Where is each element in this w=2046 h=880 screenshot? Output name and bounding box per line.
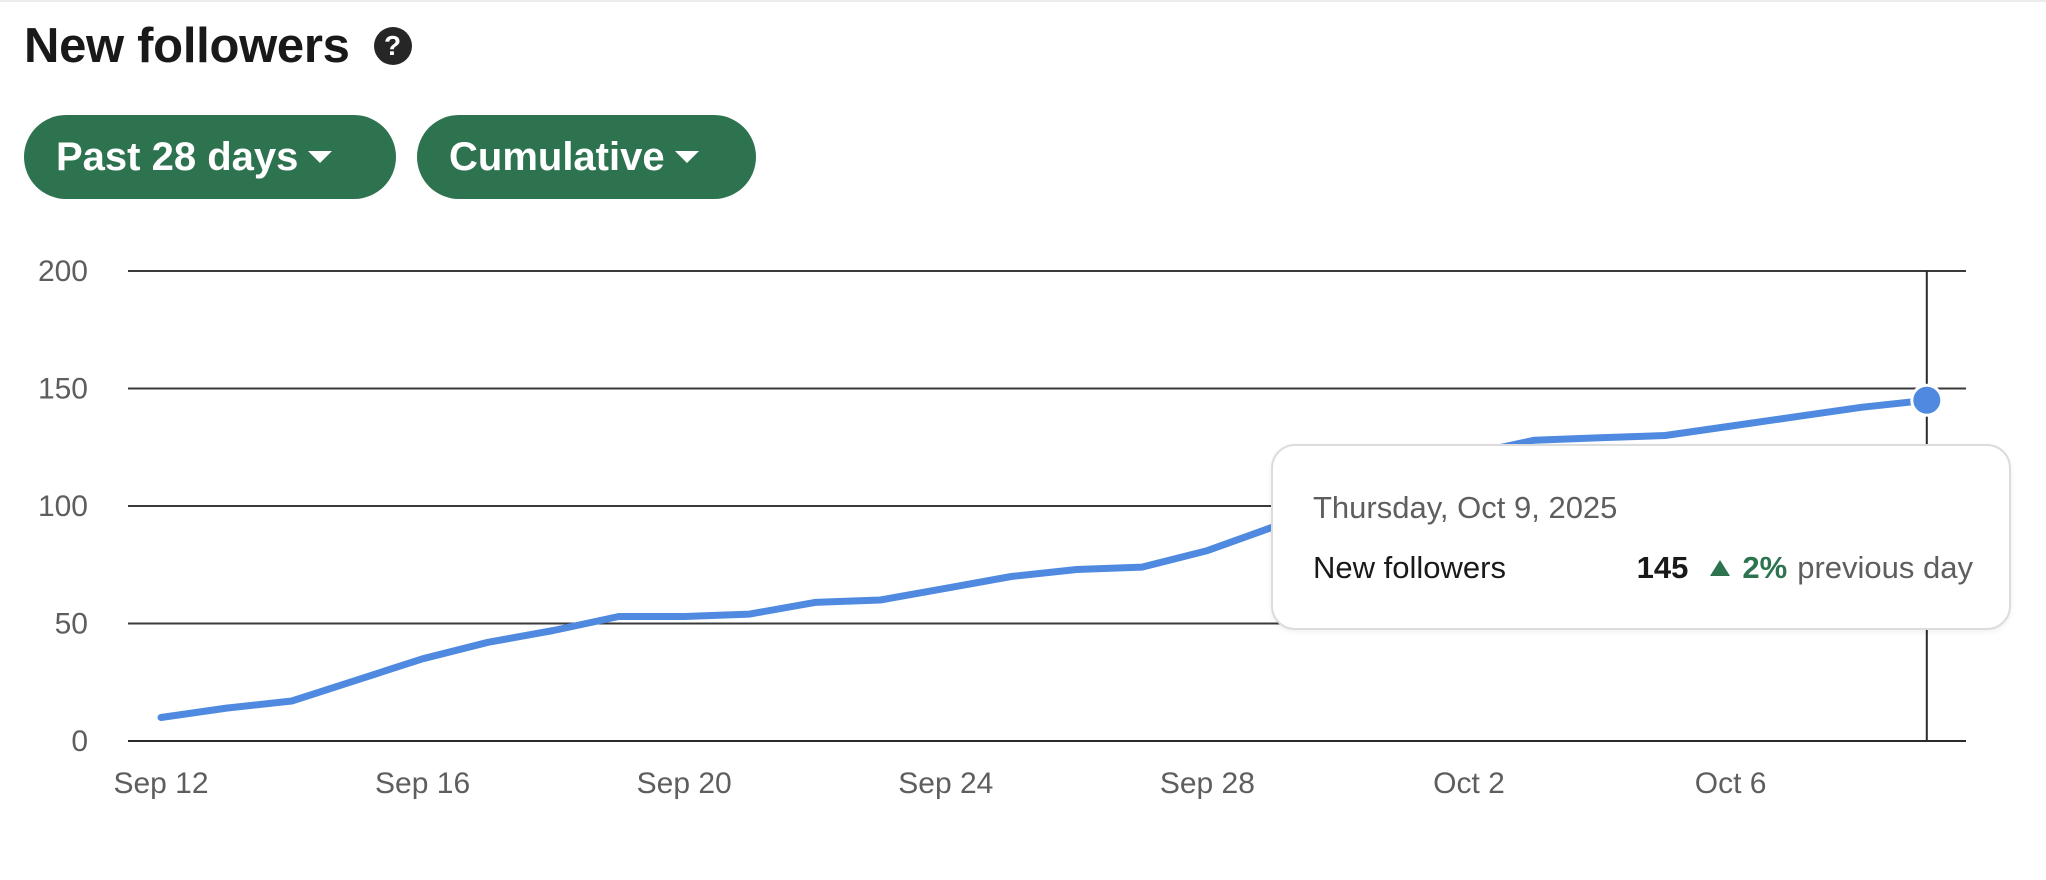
x-axis: Sep 12 Sep 16 Sep 20 Sep 24 Sep 28 Oct 2 Oct 6 <box>113 767 1766 800</box>
x-tick-label: Sep 24 <box>898 767 993 800</box>
x-tick-label: Sep 20 <box>637 767 732 800</box>
data-point-tooltip: Thursday, Oct 9, 2025 New followers 145 … <box>1271 444 2011 630</box>
x-tick-label: Sep 12 <box>113 767 208 800</box>
top-divider <box>0 0 2046 2</box>
caret-down-icon <box>308 151 333 163</box>
x-tick-label: Oct 6 <box>1695 767 1767 800</box>
y-axis: 0 50 100 150 200 <box>38 255 88 758</box>
tooltip-value: 145 <box>1636 550 1689 585</box>
tooltip-change-suffix: previous day <box>1797 550 1973 585</box>
tooltip-change-percent: 2% <box>1742 550 1788 585</box>
x-tick-label: Oct 2 <box>1433 767 1505 800</box>
triangle-up-icon <box>1710 560 1731 576</box>
y-tick-label: 150 <box>38 373 88 406</box>
time-range-dropdown[interactable]: Past 28 days <box>24 115 396 199</box>
series-line <box>157 396 1931 721</box>
time-range-label: Past 28 days <box>56 134 299 179</box>
aggregation-mode-label: Cumulative <box>449 134 665 179</box>
page-title: New followers <box>24 19 350 73</box>
caret-down-icon <box>674 151 699 163</box>
y-tick-label: 100 <box>38 490 88 523</box>
x-tick-label: Sep 28 <box>1160 767 1255 800</box>
y-tick-label: 200 <box>38 255 88 288</box>
highlighted-data-point <box>1910 383 1944 417</box>
filter-bar: Past 28 days Cumulative <box>24 115 756 199</box>
y-tick-label: 0 <box>71 725 88 758</box>
aggregation-mode-dropdown[interactable]: Cumulative <box>417 115 756 199</box>
tooltip-metric-row: New followers 145 2% previous day <box>1313 550 1973 586</box>
tooltip-metric-label: New followers <box>1313 550 1506 585</box>
question-circle-icon[interactable]: ? <box>373 27 412 65</box>
chart-header: New followers ? <box>24 18 412 74</box>
y-tick-label: 50 <box>55 608 88 641</box>
x-tick-label: Sep 16 <box>375 767 470 800</box>
tooltip-date: Thursday, Oct 9, 2025 <box>1313 490 1618 525</box>
